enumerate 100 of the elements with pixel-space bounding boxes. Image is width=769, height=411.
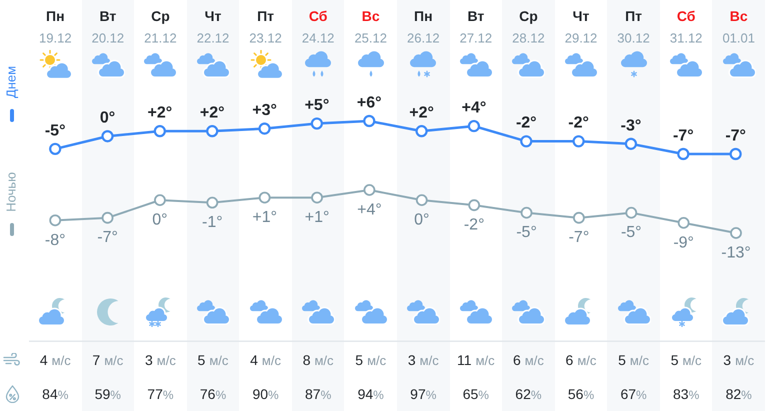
data-label: +2° [200, 104, 225, 122]
data-label: 5 м/с [355, 352, 386, 368]
x-tick-label: Ср 28.12 [512, 8, 545, 46]
data-label: +3° [252, 102, 277, 120]
data-label: 0° [414, 212, 430, 229]
point [572, 135, 585, 148]
data-label: 4 м/с [40, 352, 71, 368]
data-label: -13° [721, 244, 751, 262]
data-label: 3 м/с [144, 352, 176, 368]
data-label: 6 м/с [566, 352, 596, 368]
x-tick-label: Ср 21.12 [144, 8, 177, 46]
point [311, 192, 323, 204]
text: Ночью [4, 172, 19, 212]
data-label: +4° [462, 99, 486, 116]
data-label: 8 м/с [302, 352, 334, 368]
point [258, 122, 271, 135]
point [677, 148, 690, 160]
data-label: 0° [152, 212, 168, 229]
x-tick-label: Пн 19.12 [39, 8, 72, 46]
point [573, 212, 585, 224]
point [49, 214, 62, 226]
data-label: 76% [200, 386, 226, 402]
data-label: -5° [44, 122, 66, 140]
data-label: 67% [620, 386, 647, 402]
data-label: -7° [97, 229, 118, 246]
data-label: 56% [568, 386, 594, 402]
data-label: 3 м/с [723, 352, 754, 368]
point [415, 125, 428, 138]
data-label: -8° [44, 232, 66, 249]
data-label: 3 м/с [408, 352, 439, 368]
data-label: 90% [252, 386, 279, 402]
point [310, 117, 323, 130]
data-label: 7 м/с [92, 352, 124, 368]
data-label: -5° [516, 224, 537, 242]
point [154, 194, 166, 206]
data-label: 5 м/с [618, 352, 649, 368]
point [101, 130, 114, 142]
data-label: +4° [357, 201, 382, 218]
data-label: +2° [148, 104, 172, 122]
text: Днем [4, 66, 19, 98]
data-label: 4 м/с [250, 352, 281, 368]
data-label: 94% [358, 386, 384, 402]
point [678, 216, 690, 229]
point [468, 199, 480, 212]
data-label: 59% [94, 386, 121, 402]
x-tick-label: Пт 30.12 [617, 8, 650, 46]
point [102, 212, 114, 224]
point [730, 148, 742, 160]
data-label: +1° [252, 208, 277, 226]
x-tick-label: Сб 31.12 [670, 8, 702, 46]
data-label: +6° [356, 94, 382, 112]
data-label: 65% [462, 386, 489, 402]
x-tick-label: Вт 20.12 [92, 8, 124, 46]
point [154, 125, 166, 138]
data-label: 6 м/с [512, 352, 544, 368]
point [363, 114, 376, 128]
data-label: 5 м/с [198, 352, 228, 368]
point [625, 206, 638, 219]
x-tick-label: Вс 01.01 [722, 8, 755, 46]
point [364, 184, 376, 196]
x-tick-label: Вс 25.12 [354, 8, 387, 46]
point [730, 227, 742, 239]
x-tick-label: Пн 26.12 [407, 8, 440, 46]
data-label: 62% [515, 386, 542, 402]
point [416, 194, 428, 206]
data-label: -1° [202, 214, 223, 232]
x-tick-label: Чт 22.12 [196, 8, 230, 46]
data-label: -7° [672, 127, 694, 144]
x-tick-label: Пт 23.12 [249, 8, 282, 46]
data-label: 83% [673, 386, 700, 402]
point [206, 125, 218, 138]
point [520, 135, 532, 148]
data-label: -9° [673, 234, 694, 252]
point [624, 138, 638, 150]
point [49, 142, 62, 156]
data-label: 84% [42, 386, 68, 402]
x-tick-label: Чт 29.12 [564, 8, 598, 46]
data-label: +5° [304, 96, 330, 114]
data-label: 87% [305, 386, 332, 402]
data-label: -2° [516, 114, 537, 132]
data-label: 77% [147, 386, 174, 402]
data-label: -7° [725, 127, 746, 144]
point [206, 196, 218, 209]
data-label: 0° [100, 110, 116, 127]
x-tick-label: Вт 27.12 [460, 8, 492, 46]
data-label: 11 м/с [457, 352, 495, 368]
point [258, 192, 271, 204]
data-label: 5 м/с [670, 352, 702, 368]
point [468, 120, 480, 132]
point [520, 206, 532, 219]
data-label: -3° [620, 117, 642, 134]
data-label: -5° [620, 224, 642, 242]
data-label: -7° [568, 229, 590, 246]
data-label: -2° [568, 114, 589, 132]
data-label: -2° [464, 216, 484, 234]
x-tick-label: Сб 24.12 [302, 8, 334, 46]
data-label: +2° [409, 104, 434, 122]
data-label: +1° [304, 208, 330, 226]
data-label: 82% [726, 386, 752, 402]
data-label: 97% [410, 386, 436, 402]
